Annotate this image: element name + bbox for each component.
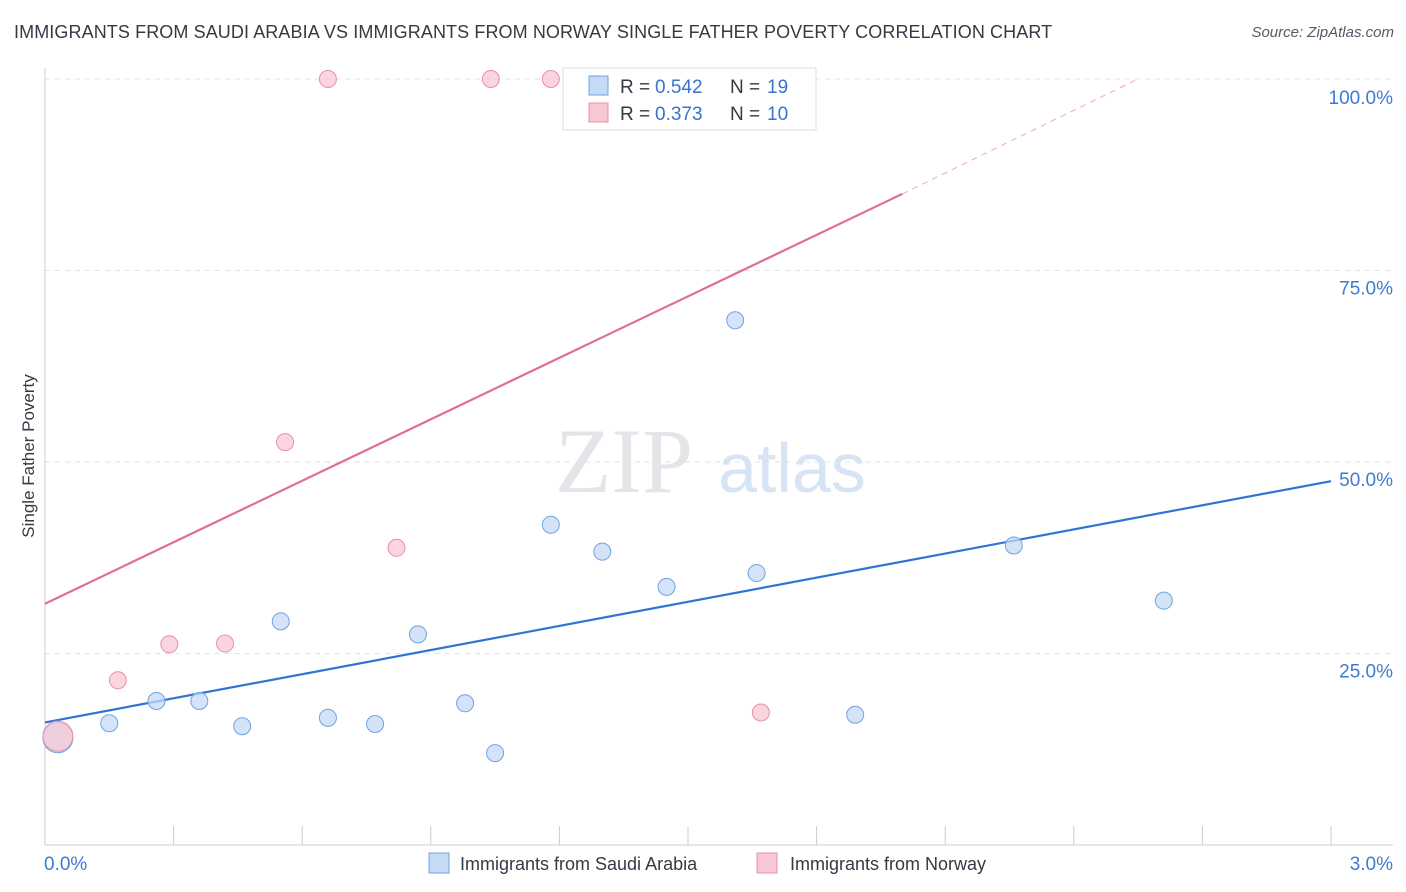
data-point-series-0: [486, 744, 505, 763]
chart-title: IMMIGRANTS FROM SAUDI ARABIA VS IMMIGRAN…: [14, 22, 1053, 42]
legend-r-value-0: 0.542: [655, 77, 703, 98]
data-point-series-0: [147, 691, 166, 710]
legend-r-value-1: 0.373: [655, 104, 703, 125]
tick-labels: 25.0% 50.0% 75.0% 100.0% 0.0% 3.0%: [44, 88, 1393, 875]
data-point-series-0: [657, 577, 676, 596]
legend-swatch-norway: [588, 102, 609, 123]
data-point-series-0: [456, 694, 475, 713]
data-point-series-0: [846, 705, 865, 724]
y-tick-label: 100.0%: [1329, 88, 1394, 109]
bottom-legend-label-norway: Immigrants from Norway: [790, 854, 986, 874]
data-point-series-1: [276, 433, 295, 452]
data-point-series-1: [481, 70, 500, 88]
data-points: [42, 70, 1173, 763]
data-point-series-0: [593, 542, 612, 561]
watermark: ZIP atlas: [555, 410, 866, 512]
legend-n-value-1: 10: [767, 104, 788, 125]
stats-legend: R = 0.542 N = 19 R = 0.373 N = 10: [562, 67, 817, 131]
axes: [44, 68, 1393, 846]
trend-extension-1: [902, 78, 1139, 195]
y-tick-label: 50.0%: [1339, 470, 1393, 491]
bottom-legend-swatch-norway: [756, 852, 778, 874]
data-point-series-1: [216, 634, 235, 653]
legend-n-label-0: N =: [730, 77, 760, 98]
data-point-series-0: [271, 612, 290, 631]
data-point-series-0: [747, 564, 766, 583]
data-point-series-0: [190, 691, 209, 710]
data-point-series-0: [233, 717, 252, 736]
source-label: Source: ZipAtlas.com: [1251, 24, 1394, 41]
data-point-series-0: [541, 515, 560, 534]
legend-r-label-0: R =: [620, 77, 650, 98]
data-point-series-0: [318, 708, 337, 727]
bottom-legend-label-saudi: Immigrants from Saudi Arabia: [460, 854, 698, 874]
legend-r-label-1: R =: [620, 104, 650, 125]
data-point-series-1: [318, 70, 337, 88]
data-point-series-0: [1154, 591, 1173, 610]
watermark-atlas: atlas: [718, 429, 866, 507]
trend-line-1: [44, 192, 903, 605]
y-tick-label: 25.0%: [1339, 662, 1393, 683]
data-point-series-1: [160, 635, 179, 654]
data-point-series-1: [751, 703, 770, 722]
trend-line-0: [44, 480, 1332, 724]
legend-swatch-saudi: [588, 75, 609, 96]
legend-n-label-1: N =: [730, 104, 760, 125]
legend-n-value-0: 19: [767, 77, 788, 98]
y-tick-label: 75.0%: [1339, 279, 1393, 300]
watermark-zip: ZIP: [555, 410, 693, 512]
data-point-series-0: [366, 714, 385, 733]
y-axis-label: Single Father Poverty: [19, 374, 38, 538]
data-point-series-0: [1004, 536, 1023, 555]
data-point-series-1: [42, 720, 74, 752]
bottom-legend-swatch-saudi: [428, 852, 450, 874]
data-point-series-0: [726, 311, 745, 330]
data-point-series-0: [100, 714, 119, 733]
x-tick-label: 0.0%: [44, 854, 87, 875]
data-point-series-1: [541, 70, 560, 88]
x-tick-label: 3.0%: [1350, 854, 1393, 875]
trend-lines: [44, 78, 1332, 724]
data-point-series-1: [387, 538, 406, 557]
data-point-series-1: [108, 671, 127, 690]
data-point-series-0: [408, 625, 427, 644]
grid: [45, 78, 1393, 654]
series-legend: Immigrants from Saudi Arabia Immigrants …: [428, 852, 986, 874]
